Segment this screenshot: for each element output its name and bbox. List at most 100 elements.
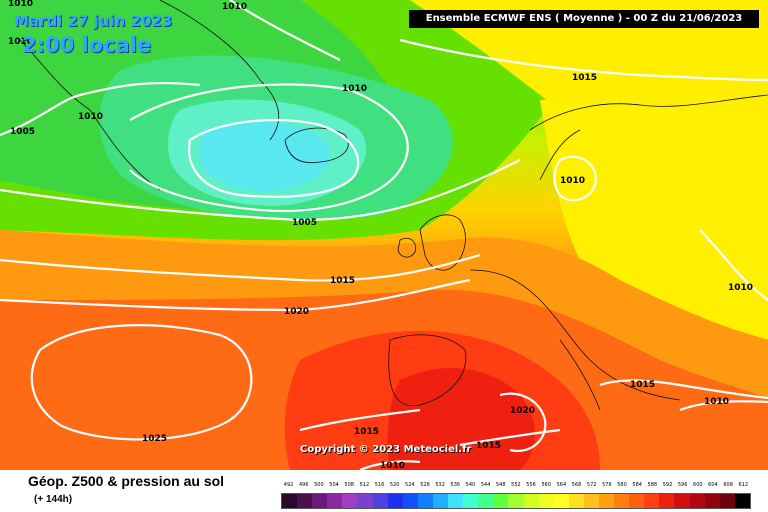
legend-level-label: 556 bbox=[526, 482, 536, 488]
legend-level-label: 508 bbox=[344, 482, 354, 488]
isobar-label: 1020 bbox=[284, 307, 309, 317]
legend-level-label: 524 bbox=[405, 482, 415, 488]
isobar-1015-atlantic bbox=[0, 253, 481, 282]
isobar-label: 1010 bbox=[728, 283, 753, 293]
isobar-label: 1010 bbox=[8, 0, 33, 9]
legend-level-label: 584 bbox=[632, 482, 642, 488]
legend-level-label: 520 bbox=[389, 482, 400, 488]
legend-swatch bbox=[598, 494, 615, 508]
isobar-label: 1020 bbox=[510, 406, 535, 416]
legend-level-label: 576 bbox=[602, 482, 612, 488]
legend-swatch bbox=[478, 494, 494, 508]
map-area: 1010 1010 1010 1010 1015 1010 1005 1005 … bbox=[0, 0, 768, 470]
color-legend: 492 496 500 504 508 512 516 520 524 528 532 536 540 5… bbox=[281, 480, 751, 510]
legend-swatch bbox=[674, 494, 690, 508]
isobar-label: 1015 bbox=[330, 276, 355, 286]
isobar-label: 1010 bbox=[342, 84, 367, 94]
legend-level-label: 612 bbox=[738, 482, 749, 488]
legend-level-label: 588 bbox=[647, 482, 658, 488]
legend-swatch bbox=[614, 494, 630, 508]
legend-level-label: 496 bbox=[298, 482, 309, 488]
geopotential-map: 1010 1010 1010 1010 1015 1010 1005 1005 … bbox=[0, 0, 768, 470]
legend-level-label: 528 bbox=[420, 482, 430, 488]
legend-level-label: 580 bbox=[617, 482, 627, 488]
coast-europe bbox=[469, 269, 681, 401]
isobar-label: 1010 bbox=[78, 112, 103, 122]
legend-level-label: 500 bbox=[314, 482, 324, 488]
legend-swatch bbox=[493, 494, 509, 508]
isobar-label: 1015 bbox=[572, 73, 597, 83]
coast-scandinavia bbox=[529, 94, 768, 181]
z500-band-deep-red bbox=[387, 368, 535, 470]
legend-level-label: 492 bbox=[283, 482, 294, 488]
legend-swatch bbox=[689, 494, 705, 508]
legend-swatch bbox=[448, 494, 464, 508]
isobar-1010-sahara bbox=[359, 460, 421, 470]
legend-level-label: 604 bbox=[708, 482, 718, 488]
isobar-label: 1010 bbox=[8, 37, 33, 47]
legend-swatch bbox=[538, 494, 554, 508]
legend-swatch bbox=[659, 494, 675, 508]
legend-level-label: 540 bbox=[465, 482, 476, 488]
coast-iceland bbox=[284, 127, 349, 164]
legend-swatch bbox=[432, 494, 449, 508]
valid-date: Mardi 27 juin 2023 bbox=[14, 12, 173, 30]
legend-swatch bbox=[372, 494, 388, 508]
legend-swatch bbox=[312, 494, 328, 508]
legend-swatch bbox=[387, 494, 403, 508]
isobar-label: 1025 bbox=[142, 434, 167, 444]
copyright-notice: Copyright © 2023 Meteociel.fr bbox=[300, 444, 472, 455]
isobar-label: 1015 bbox=[354, 427, 379, 437]
isobar-label: 1010 bbox=[704, 397, 729, 407]
coast-ireland bbox=[397, 237, 417, 258]
legend-swatch bbox=[297, 494, 313, 508]
z500-low-centre bbox=[199, 121, 330, 191]
legend-swatch bbox=[583, 494, 599, 508]
legend-swatch bbox=[327, 494, 343, 508]
legend-swatch bbox=[523, 494, 539, 508]
coast-iberia bbox=[388, 334, 467, 407]
model-run-banner: Ensemble ECMWF ENS ( Moyenne ) - 00 Z du… bbox=[409, 10, 759, 28]
isobar-label: 1010 bbox=[560, 176, 585, 186]
isobar-label: 1015 bbox=[630, 380, 655, 390]
legend-level-label: 564 bbox=[556, 482, 567, 488]
isobar-label: 1005 bbox=[292, 218, 317, 228]
legend-level-label: 596 bbox=[677, 482, 688, 488]
isobar-1010-north bbox=[229, 0, 341, 61]
z500-band-yellow-north bbox=[410, 0, 768, 120]
legend-swatch bbox=[417, 494, 433, 508]
isobar-1015-north bbox=[399, 38, 768, 82]
legend-level-label: 544 bbox=[480, 482, 491, 488]
isobar-label: 1005 bbox=[10, 127, 35, 137]
parameter-title: Géop. Z500 & pression au sol bbox=[28, 473, 225, 489]
legend-swatch bbox=[644, 494, 660, 508]
legend-swatch bbox=[357, 494, 373, 508]
isobars bbox=[0, 0, 768, 470]
isobar-1005-low bbox=[188, 118, 360, 198]
legend-swatch bbox=[629, 494, 645, 508]
legend-swatch bbox=[553, 494, 569, 508]
legend-swatch bbox=[342, 494, 358, 508]
legend-swatch bbox=[734, 494, 750, 508]
isobar-1010-east bbox=[699, 229, 768, 301]
coast-greenland-west bbox=[19, 39, 161, 191]
isobar-1015-med bbox=[459, 428, 561, 447]
isobar-1010-west bbox=[0, 81, 201, 137]
lead-time: (+ 144h) bbox=[34, 494, 73, 505]
legend-level-label: 600 bbox=[693, 482, 703, 488]
isobar-labels: 1010 1010 1010 1010 1015 1010 1005 1005 … bbox=[8, 0, 753, 470]
legend-level-label: 548 bbox=[495, 482, 506, 488]
legend-level-label: 572 bbox=[586, 482, 597, 488]
isobar-1020-med bbox=[499, 392, 547, 453]
isobar-label: 1015 bbox=[476, 441, 501, 451]
isobar-label: 1010 bbox=[222, 2, 247, 12]
coast-italy bbox=[559, 339, 601, 411]
isobar-1020-atlantic bbox=[0, 278, 471, 312]
legend-swatch bbox=[508, 494, 524, 508]
legend-swatches bbox=[281, 493, 751, 509]
legend-swatch bbox=[402, 494, 418, 508]
legend-swatch bbox=[568, 494, 584, 508]
legend-level-label: 516 bbox=[374, 482, 385, 488]
isobar-1010-centre bbox=[129, 83, 409, 213]
isobar-1010-baltic bbox=[553, 155, 597, 202]
